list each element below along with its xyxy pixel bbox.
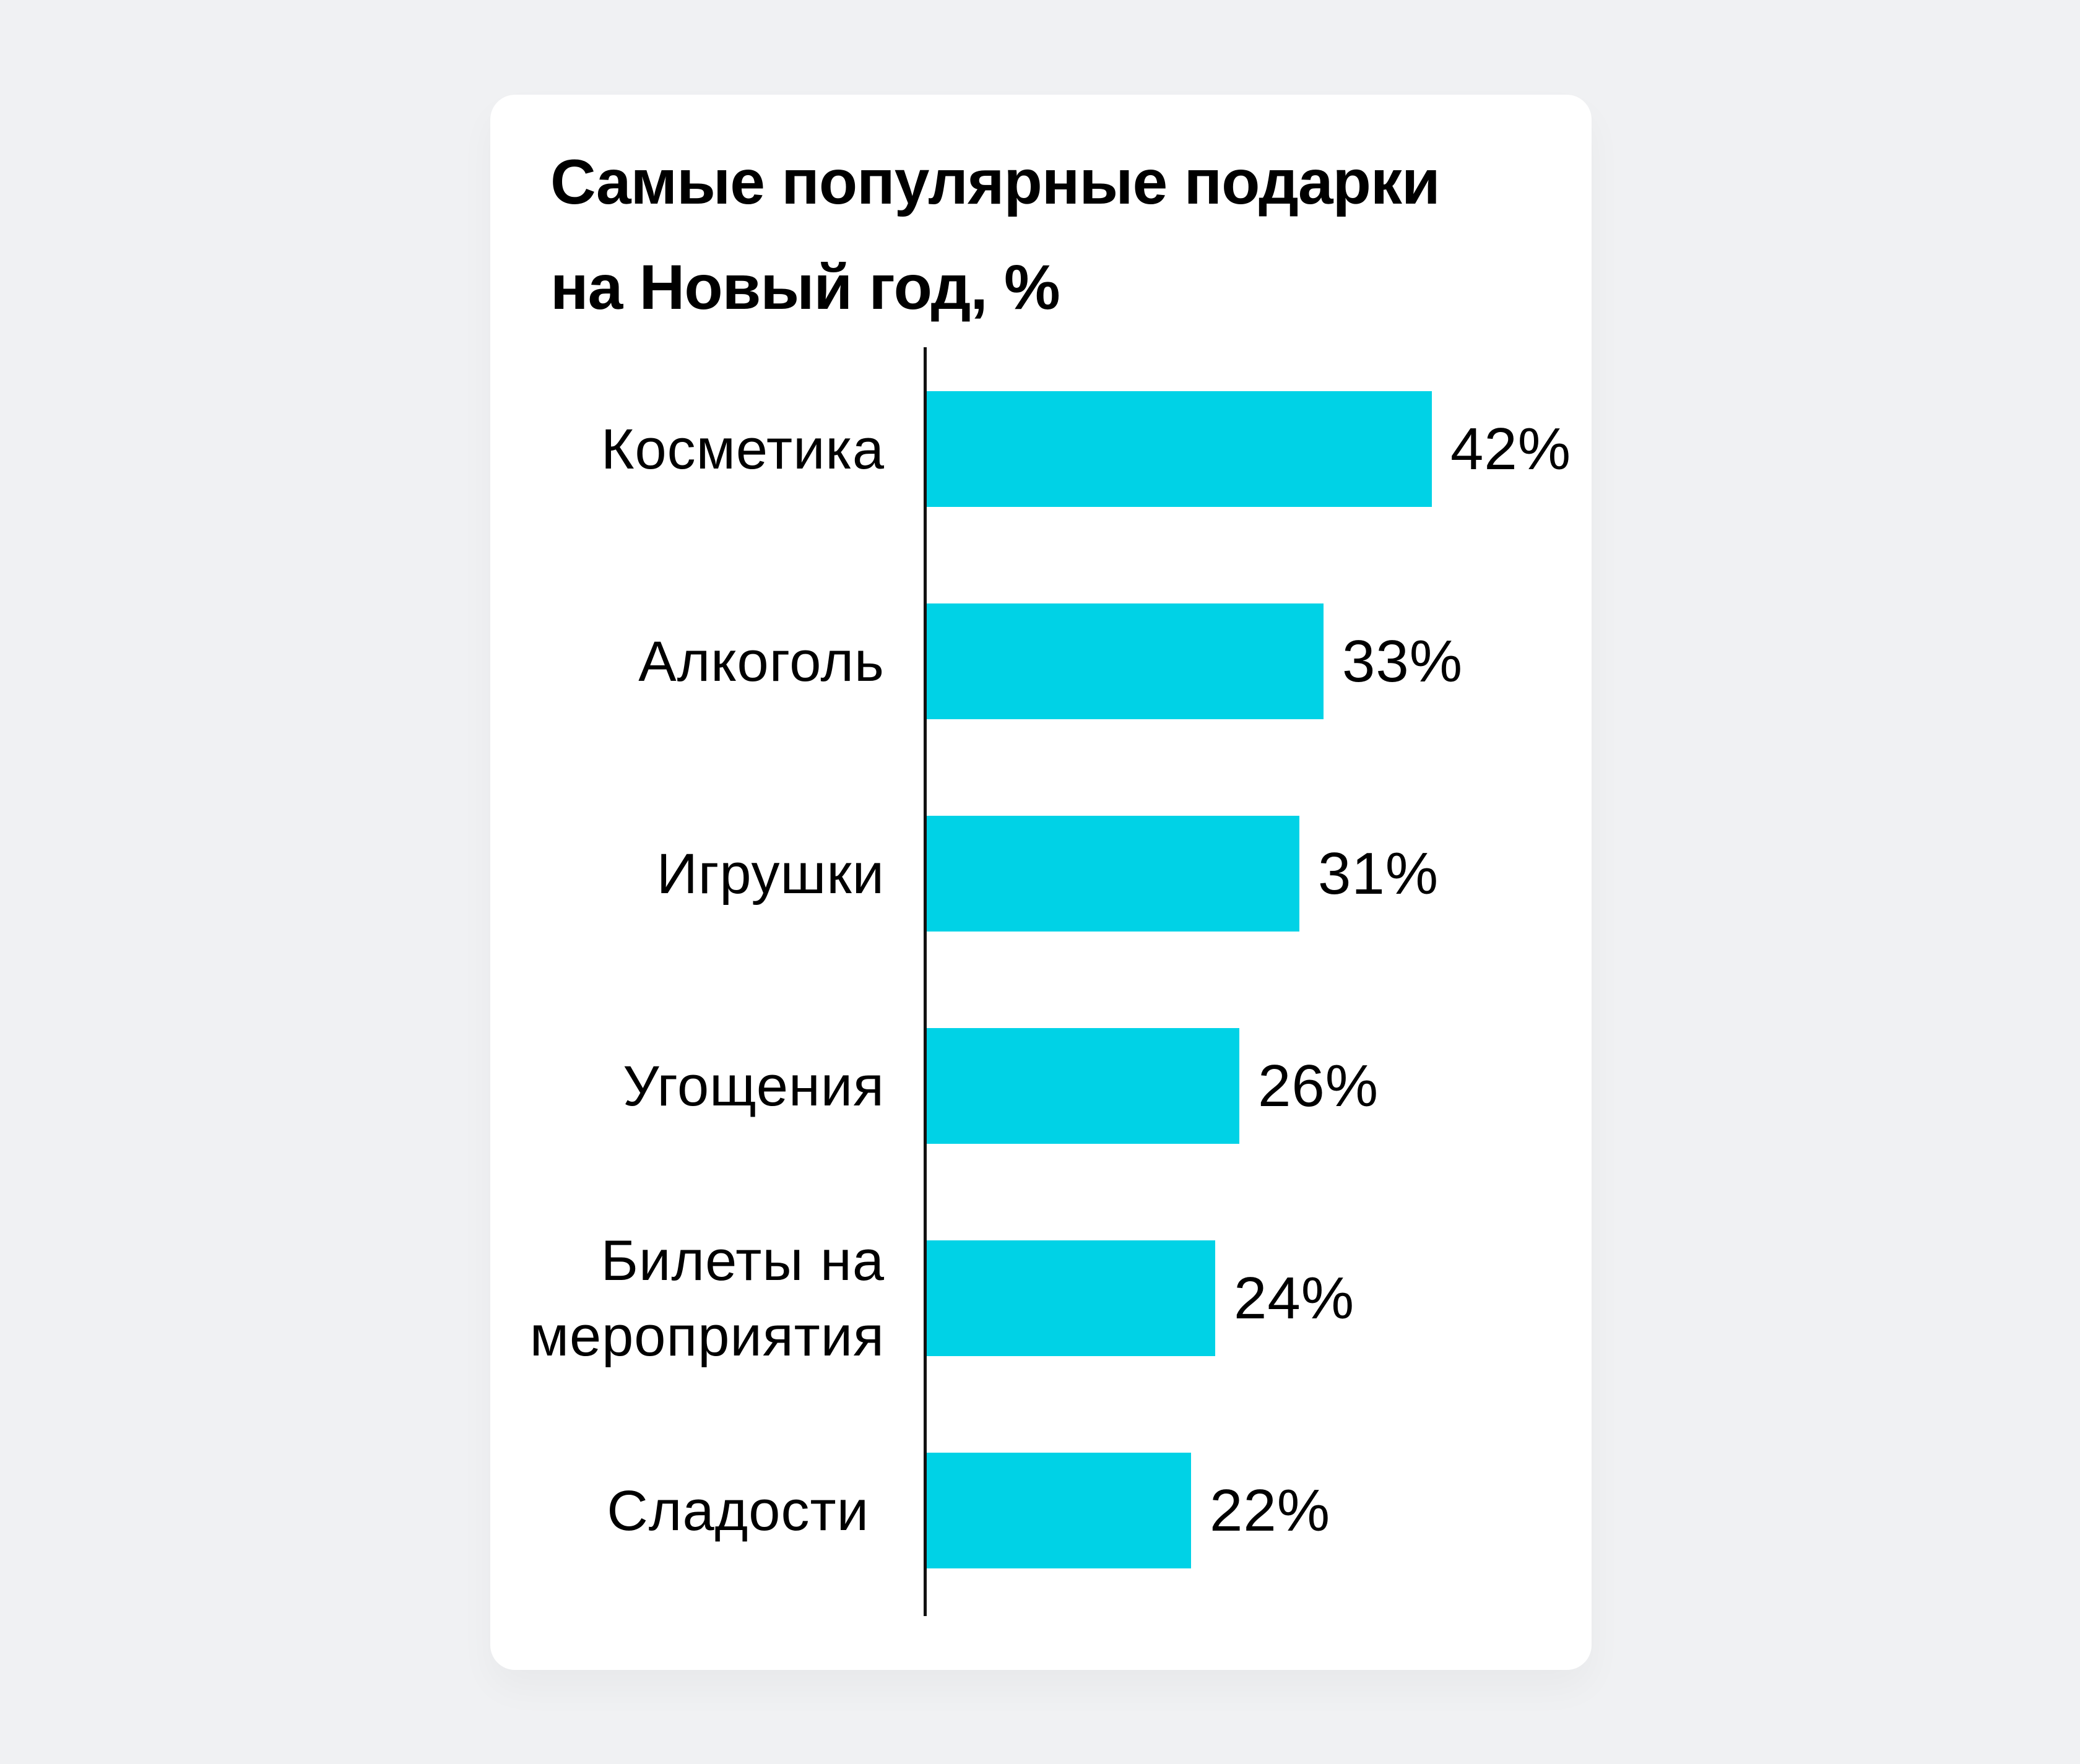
bar-row: Косметика 42% bbox=[490, 391, 1592, 507]
bar-row: Угощения 26% bbox=[490, 1028, 1592, 1144]
y-axis-line bbox=[924, 347, 927, 1616]
value-label: 31% bbox=[1318, 840, 1439, 907]
chart-title-line-1: Самые популярные подарки bbox=[550, 147, 1441, 217]
bar-row: Сладости 22% bbox=[490, 1453, 1592, 1568]
bar bbox=[927, 1240, 1215, 1356]
bar bbox=[927, 1028, 1239, 1144]
value-label: 24% bbox=[1234, 1265, 1355, 1331]
chart-title-line-2: на Новый год, % bbox=[550, 252, 1060, 322]
bar-row: Алкоголь 33% bbox=[490, 603, 1592, 719]
bar-row: Билеты на мероприятия 24% bbox=[490, 1229, 1592, 1368]
chart-title: Самые популярные подарки на Новый год, % bbox=[550, 129, 1541, 340]
bar-row: Игрушки 31% bbox=[490, 816, 1592, 932]
category-label: Угощения bbox=[623, 1054, 885, 1118]
bar bbox=[927, 391, 1432, 507]
category-label: Билеты на мероприятия bbox=[529, 1229, 885, 1368]
value-label: 42% bbox=[1450, 415, 1572, 482]
value-label: 26% bbox=[1258, 1052, 1379, 1119]
category-label: Игрушки bbox=[656, 842, 885, 906]
chart-card: Самые популярные подарки на Новый год, %… bbox=[490, 95, 1592, 1670]
value-label: 33% bbox=[1342, 628, 1463, 694]
bar bbox=[927, 816, 1299, 932]
category-label: Алкоголь bbox=[638, 629, 885, 693]
category-label: Сладости bbox=[607, 1479, 869, 1542]
value-label: 22% bbox=[1210, 1477, 1331, 1544]
bar bbox=[927, 603, 1324, 719]
category-label: Косметика bbox=[600, 417, 885, 481]
bar bbox=[927, 1453, 1191, 1568]
